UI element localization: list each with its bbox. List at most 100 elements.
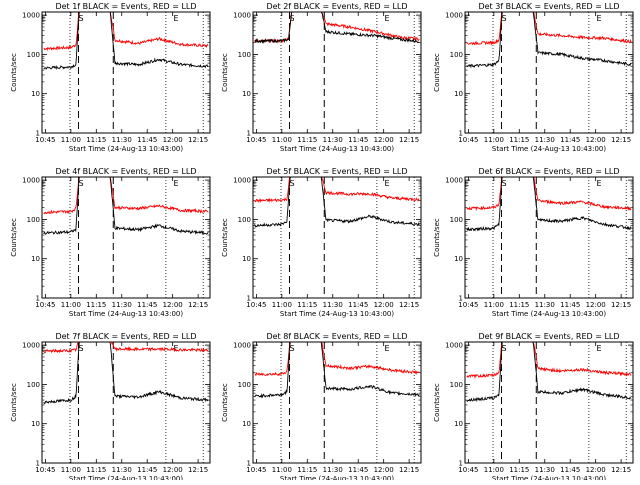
time-marker-s: S bbox=[289, 179, 294, 188]
series-group bbox=[466, 12, 632, 69]
time-marker-s: S bbox=[289, 344, 294, 353]
x-tick-label: 11:15 bbox=[297, 301, 317, 309]
panel-9: Det 9f BLACK = Events, RED = LLD 10:45 11:… bbox=[433, 332, 634, 483]
x-tick-label: 12:15 bbox=[399, 136, 419, 144]
x-tick-label: 11:00 bbox=[484, 301, 504, 309]
y-tick-label: 10 bbox=[31, 255, 40, 263]
time-marker-e: E bbox=[174, 179, 179, 188]
x-axis-label: Start Time (24-Aug-13 10:43:00) bbox=[280, 310, 394, 318]
panel-title: Det 8f BLACK = Events, RED = LLD bbox=[266, 332, 407, 341]
x-tick-label: 11:45 bbox=[137, 466, 157, 474]
x-tick-label: 12:15 bbox=[188, 466, 208, 474]
time-marker-e: E bbox=[252, 179, 257, 188]
x-tick-label: 12:00 bbox=[586, 466, 606, 474]
series-group bbox=[43, 12, 209, 70]
y-tick-label: 100 bbox=[238, 51, 251, 59]
series-lld-line bbox=[466, 342, 632, 380]
x-tick-label: 10:45 bbox=[458, 136, 478, 144]
plot-frame bbox=[252, 341, 422, 464]
plot-frame bbox=[252, 11, 422, 134]
time-marker-s: S bbox=[501, 179, 506, 188]
series-events-line bbox=[43, 12, 209, 70]
time-marker-e: E bbox=[464, 344, 469, 353]
y-tick-label: 1 bbox=[459, 295, 463, 303]
x-tick-label: 11:15 bbox=[509, 466, 529, 474]
y-tick-label: 10 bbox=[242, 420, 251, 428]
x-tick-label: 12:00 bbox=[163, 136, 183, 144]
panel-5: Det 5f BLACK = Events, RED = LLD 10:45 11:… bbox=[221, 167, 422, 318]
y-axis-label: Counts/sec bbox=[221, 53, 229, 92]
series-group bbox=[43, 177, 209, 236]
y-tick-label: 1000 bbox=[445, 177, 463, 185]
x-tick-label: 11:15 bbox=[297, 136, 317, 144]
plot-frame bbox=[252, 176, 422, 299]
time-marker-s: S bbox=[501, 14, 506, 23]
y-tick-label: 1 bbox=[36, 130, 40, 138]
panel-title: Det 3f BLACK = Events, RED = LLD bbox=[478, 2, 619, 11]
y-tick-label: 10 bbox=[31, 420, 40, 428]
panel-title: Det 4f BLACK = Events, RED = LLD bbox=[55, 167, 196, 176]
x-tick-label: 10:45 bbox=[35, 466, 55, 474]
x-axis-label: Start Time (24-Aug-13 10:43:00) bbox=[69, 145, 183, 153]
y-tick-label: 10 bbox=[454, 90, 463, 98]
time-marker-e: E bbox=[385, 179, 390, 188]
plot-frame bbox=[41, 176, 211, 299]
panel-1: Det 1f BLACK = Events, RED = LLD 10:45 11:… bbox=[10, 2, 211, 153]
y-tick-label: 1 bbox=[247, 460, 251, 468]
x-tick-label: 11:45 bbox=[560, 466, 580, 474]
x-tick-label: 11:45 bbox=[560, 301, 580, 309]
x-tick-label: 11:45 bbox=[348, 301, 368, 309]
series-events-line bbox=[254, 12, 420, 44]
plot-frame bbox=[41, 11, 211, 134]
panel-title: Det 7f BLACK = Events, RED = LLD bbox=[55, 332, 196, 341]
x-axis-label: Start Time (24-Aug-13 10:43:00) bbox=[280, 145, 394, 153]
y-tick-label: 1000 bbox=[22, 342, 40, 350]
x-tick-label: 11:15 bbox=[509, 136, 529, 144]
x-tick-label: 11:30 bbox=[323, 136, 343, 144]
x-tick-label: 11:30 bbox=[112, 466, 132, 474]
panel-title: Det 1f BLACK = Events, RED = LLD bbox=[55, 2, 196, 11]
y-tick-label: 1000 bbox=[22, 177, 40, 185]
series-group bbox=[254, 342, 420, 399]
series-group bbox=[43, 342, 209, 405]
x-axis-label: Start Time (24-Aug-13 10:43:00) bbox=[492, 475, 606, 480]
x-tick-label: 12:00 bbox=[586, 136, 606, 144]
x-tick-label: 11:00 bbox=[272, 136, 292, 144]
x-tick-label: 11:45 bbox=[348, 466, 368, 474]
x-tick-label: 11:00 bbox=[272, 301, 292, 309]
time-marker-s: S bbox=[78, 14, 83, 23]
series-group bbox=[466, 342, 632, 403]
series-lld-line bbox=[43, 12, 209, 51]
x-tick-label: 11:45 bbox=[137, 301, 157, 309]
x-tick-label: 10:45 bbox=[246, 136, 266, 144]
y-tick-label: 1 bbox=[36, 460, 40, 468]
panel-title: Det 6f BLACK = Events, RED = LLD bbox=[478, 167, 619, 176]
time-marker-e: E bbox=[464, 179, 469, 188]
panel-2: Det 2f BLACK = Events, RED = LLD 10:45 11:… bbox=[221, 2, 422, 153]
y-tick-label: 10 bbox=[242, 90, 251, 98]
y-axis-label: Counts/sec bbox=[433, 218, 441, 257]
y-tick-label: 100 bbox=[450, 51, 463, 59]
x-tick-label: 12:15 bbox=[188, 301, 208, 309]
x-tick-label: 10:45 bbox=[246, 301, 266, 309]
y-tick-label: 1 bbox=[459, 460, 463, 468]
x-axis-label: Start Time (24-Aug-13 10:43:00) bbox=[69, 475, 183, 480]
x-tick-label: 11:00 bbox=[61, 136, 81, 144]
y-tick-label: 1000 bbox=[445, 12, 463, 20]
x-tick-label: 11:15 bbox=[86, 136, 106, 144]
series-events-line bbox=[43, 342, 209, 405]
panel-7: Det 7f BLACK = Events, RED = LLD 10:45 11:… bbox=[10, 332, 211, 483]
series-events-line bbox=[254, 342, 420, 399]
panel-6: Det 6f BLACK = Events, RED = LLD 10:45 11:… bbox=[433, 167, 634, 318]
time-marker-s: S bbox=[289, 14, 294, 23]
y-axis-label: Counts/sec bbox=[221, 383, 229, 422]
plot-frame bbox=[464, 341, 634, 464]
y-tick-label: 1000 bbox=[22, 12, 40, 20]
time-marker-e: E bbox=[41, 14, 46, 23]
x-tick-label: 12:15 bbox=[399, 466, 419, 474]
x-tick-label: 11:00 bbox=[61, 301, 81, 309]
x-tick-label: 11:15 bbox=[297, 466, 317, 474]
panel-8: Det 8f BLACK = Events, RED = LLD 10:45 11:… bbox=[221, 332, 422, 483]
y-axis-label: Counts/sec bbox=[10, 383, 18, 422]
plot-frame bbox=[41, 341, 211, 464]
